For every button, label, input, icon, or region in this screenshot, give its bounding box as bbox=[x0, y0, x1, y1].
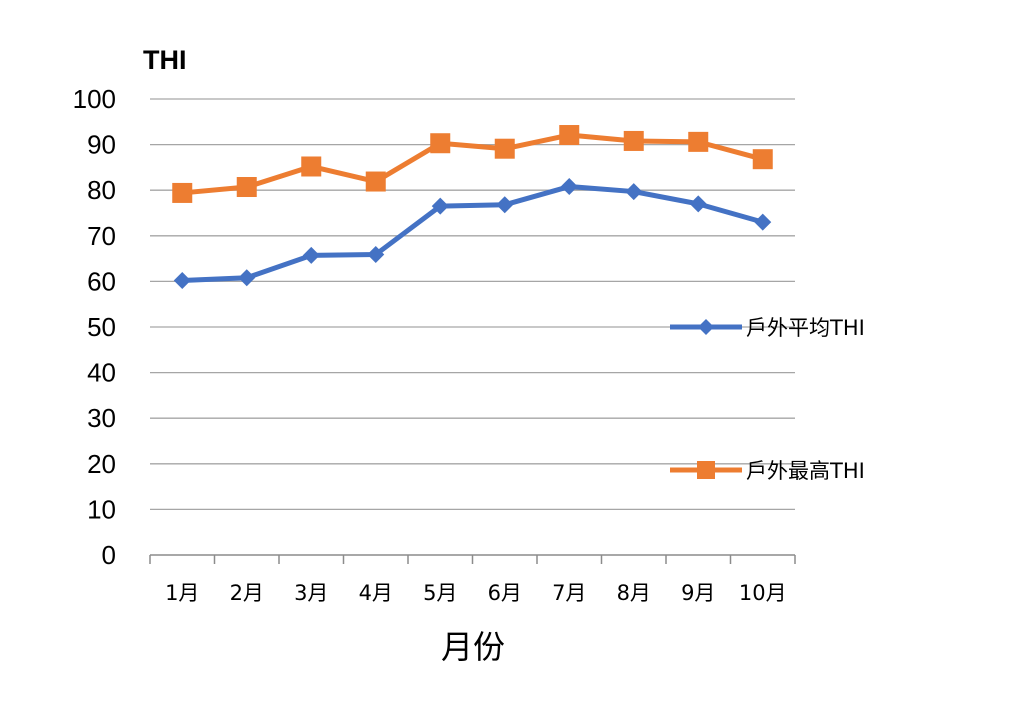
y-tick-label: 90 bbox=[87, 130, 116, 160]
x-tick-label: 5月 bbox=[423, 581, 457, 605]
x-axis-ticks: 1月 2月 3月 4月 5月 6月 7月 8月 9月 10月 bbox=[165, 581, 787, 605]
data-point bbox=[494, 138, 515, 159]
x-tick-label: 4月 bbox=[359, 581, 393, 605]
data-point bbox=[559, 125, 580, 146]
y-tick-label: 40 bbox=[87, 358, 116, 388]
legend-item: 戶外最高THI bbox=[670, 459, 865, 483]
y-tick-label: 30 bbox=[87, 403, 116, 433]
x-tick-label: 3月 bbox=[294, 581, 328, 605]
series-average bbox=[173, 178, 772, 289]
series-maximum bbox=[172, 125, 773, 203]
y-axis-ticks: 0 10 20 30 40 50 60 70 80 90 100 bbox=[73, 84, 116, 570]
y-tick-label: 100 bbox=[73, 84, 116, 114]
x-tick-label: 9月 bbox=[681, 581, 715, 605]
data-point bbox=[752, 149, 773, 170]
data-point bbox=[496, 196, 514, 214]
data-point bbox=[689, 195, 707, 213]
data-point bbox=[302, 246, 320, 264]
data-point bbox=[301, 156, 322, 177]
data-point bbox=[560, 178, 578, 196]
data-point bbox=[623, 130, 644, 151]
legend-label: 戶外最高THI bbox=[746, 459, 865, 483]
data-point bbox=[365, 171, 386, 192]
y-axis-label: THI bbox=[143, 45, 187, 75]
y-tick-label: 60 bbox=[87, 266, 116, 296]
data-point bbox=[238, 269, 256, 287]
series-layer bbox=[172, 125, 773, 289]
x-tick-label: 8月 bbox=[617, 581, 651, 605]
series-line bbox=[182, 132, 764, 196]
data-point bbox=[625, 183, 643, 201]
legend-marker bbox=[697, 461, 715, 479]
data-point bbox=[430, 133, 451, 154]
grid-lines bbox=[150, 98, 795, 511]
x-tick-label: 7月 bbox=[552, 581, 586, 605]
data-point bbox=[754, 213, 772, 231]
y-tick-label: 10 bbox=[87, 494, 116, 524]
legend-marker bbox=[698, 319, 714, 335]
data-point bbox=[431, 197, 449, 215]
x-tick-label: 2月 bbox=[230, 581, 264, 605]
data-point bbox=[236, 177, 257, 198]
x-tick-label: 6月 bbox=[488, 581, 522, 605]
y-tick-label: 80 bbox=[87, 175, 116, 205]
legend: 戶外平均THI 戶外最高THI bbox=[670, 316, 865, 483]
x-axis bbox=[149, 554, 796, 564]
data-point bbox=[173, 271, 191, 289]
series-line bbox=[182, 184, 764, 283]
y-tick-label: 70 bbox=[87, 221, 116, 251]
data-point bbox=[688, 131, 709, 152]
x-axis-label: 月份 bbox=[441, 628, 505, 666]
legend-item: 戶外平均THI bbox=[670, 316, 865, 340]
y-tick-label: 50 bbox=[87, 312, 116, 342]
y-tick-label: 0 bbox=[102, 540, 116, 570]
data-point bbox=[172, 182, 193, 203]
legend-label: 戶外平均THI bbox=[746, 316, 865, 340]
x-tick-label: 10月 bbox=[739, 581, 787, 605]
x-tick-label: 1月 bbox=[165, 581, 199, 605]
data-point bbox=[367, 245, 385, 263]
y-tick-label: 20 bbox=[87, 449, 116, 479]
